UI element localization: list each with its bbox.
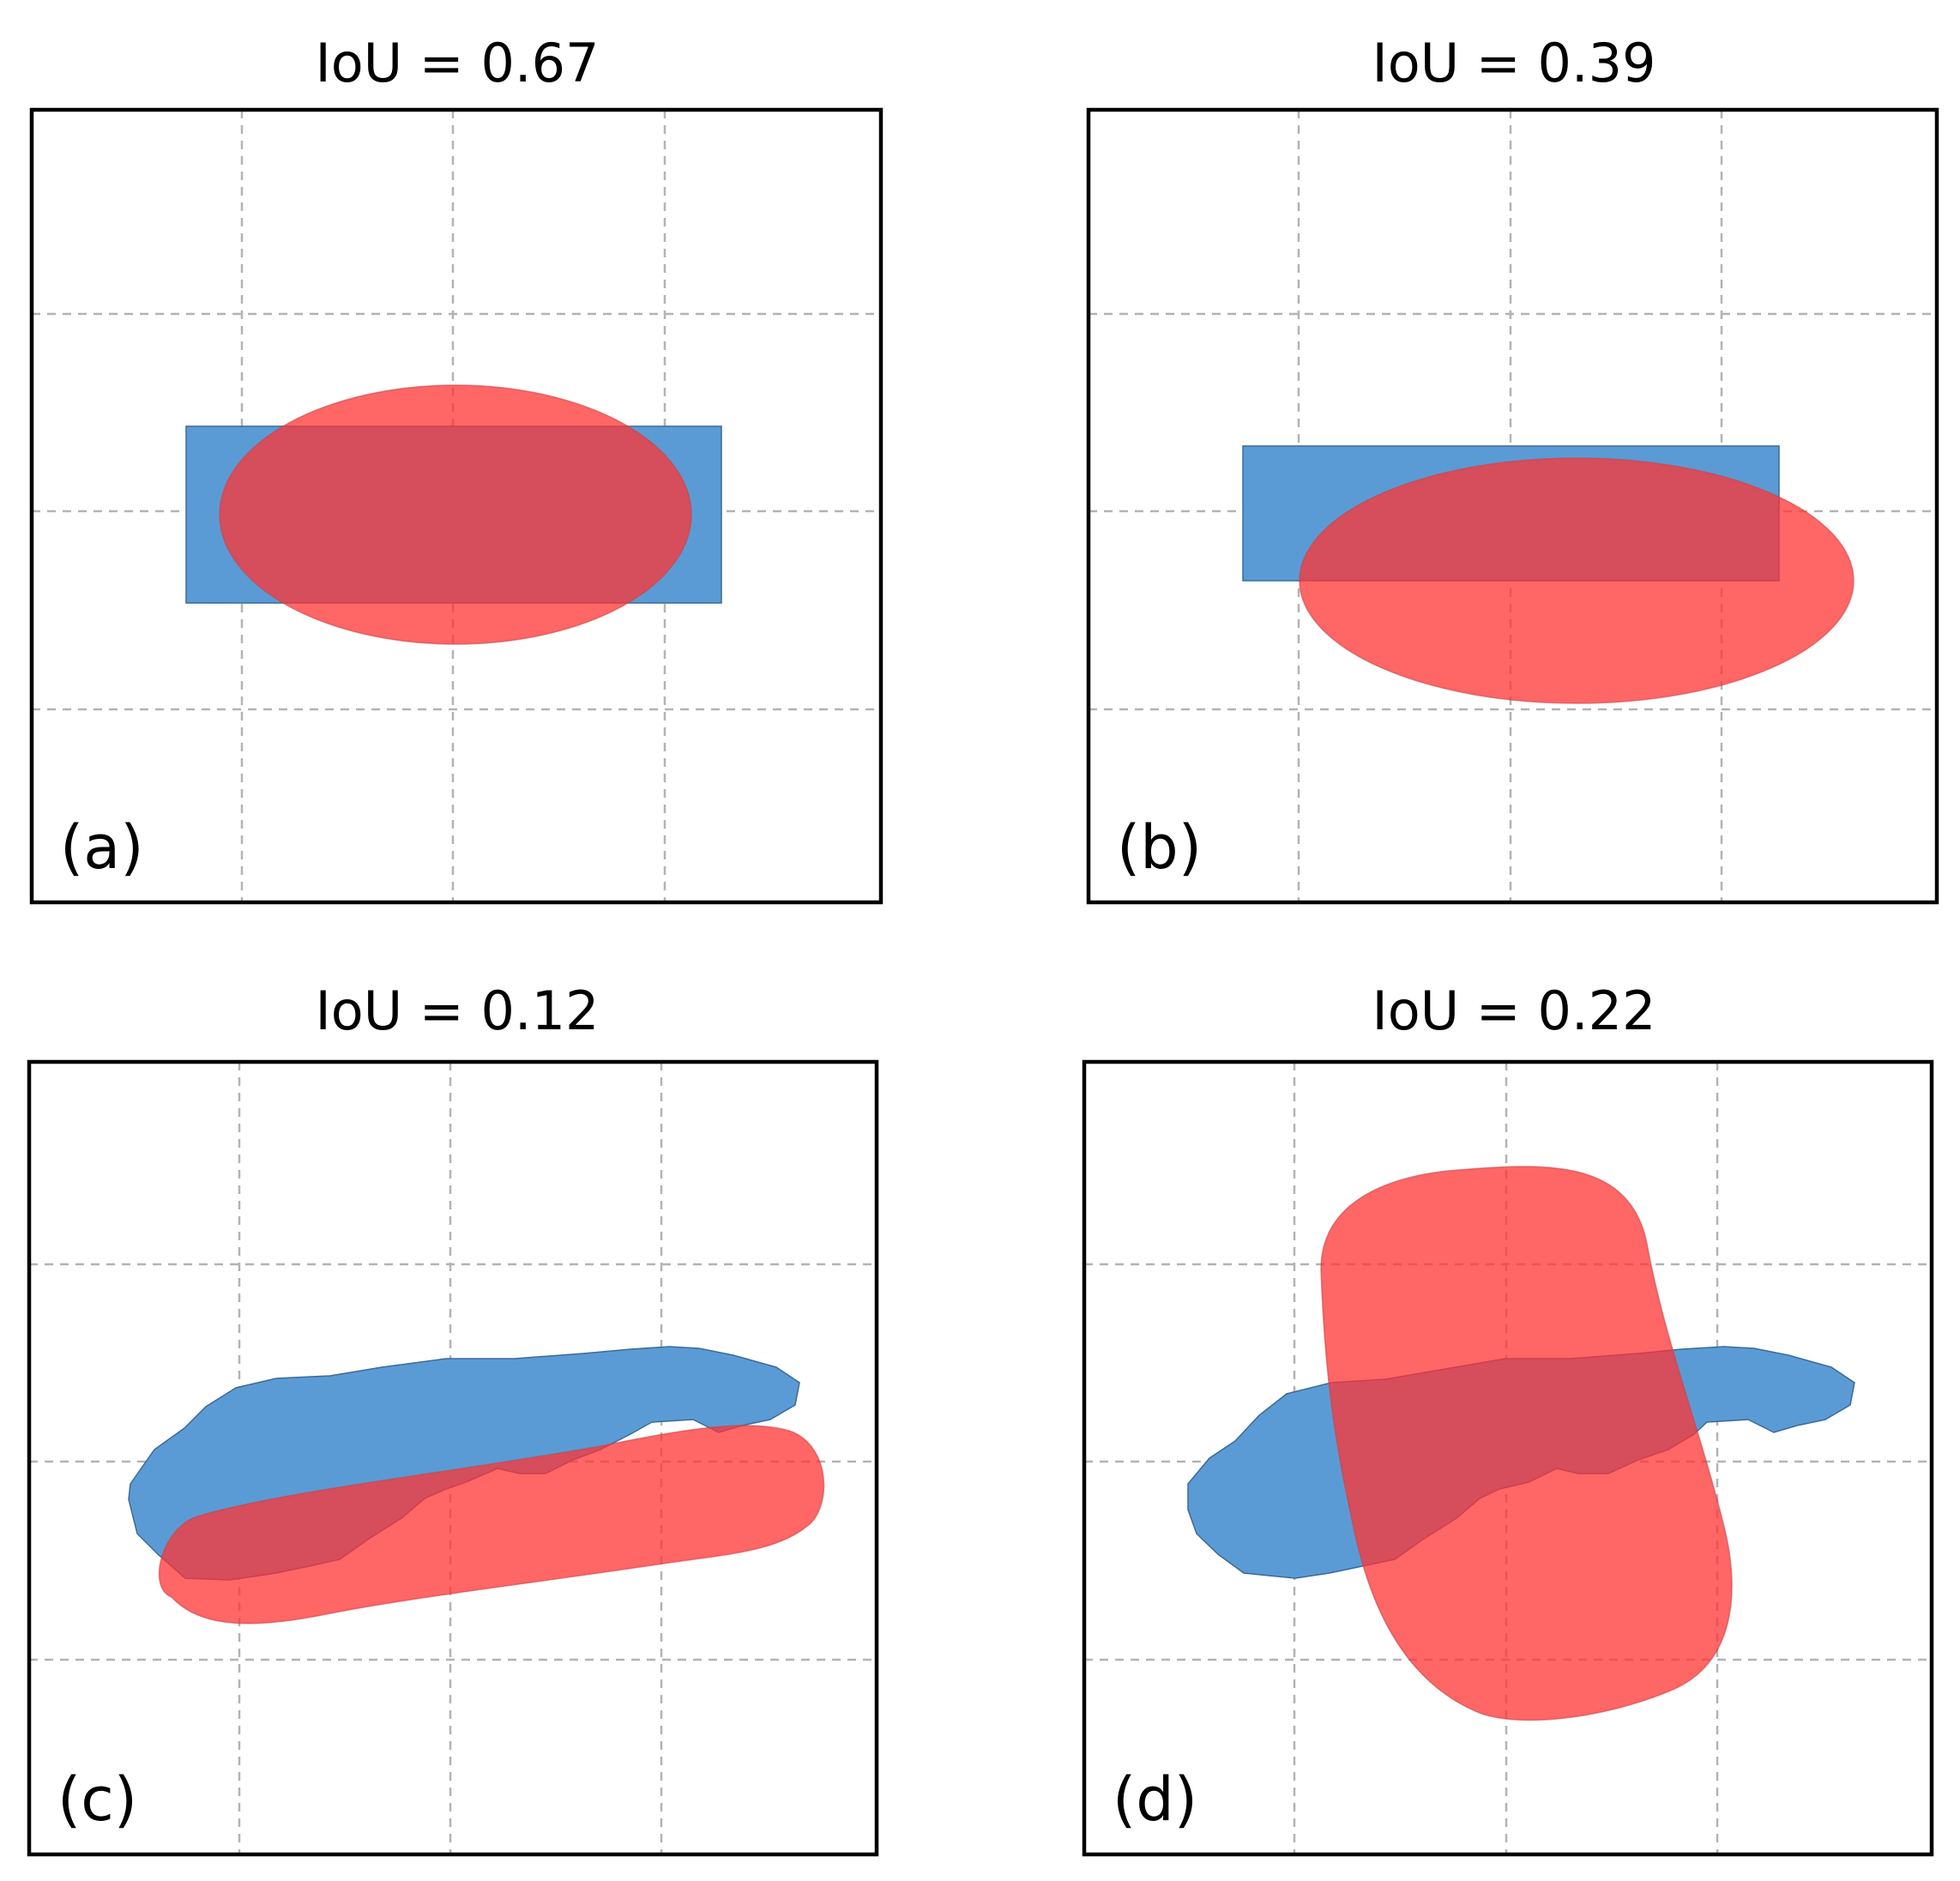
panel-c: IoU = 0.12 (c) (27, 980, 879, 1857)
panel-a-title: IoU = 0.67 (315, 32, 599, 94)
panel-d-label: (d) (1113, 1764, 1197, 1835)
panel-c-red-blob (158, 1425, 825, 1625)
panel-a-label: (a) (60, 812, 144, 883)
panel-b-frame (1086, 107, 1939, 905)
panel-a: IoU = 0.67 (a) (29, 32, 884, 905)
panel-d-red-blob (1320, 1166, 1733, 1721)
panel-d: IoU = 0.22 (d) (1082, 980, 1934, 1857)
panel-d-title: IoU = 0.22 (1372, 980, 1655, 1042)
panel-c-title: IoU = 0.12 (315, 980, 599, 1042)
panel-a-frame (29, 107, 884, 905)
panel-b-red-ellipse (1299, 457, 1854, 704)
panel-b: IoU = 0.39 (b) (1086, 32, 1939, 905)
panel-c-frame (27, 1059, 879, 1857)
panel-d-frame (1082, 1059, 1934, 1857)
panel-c-label: (c) (57, 1764, 137, 1835)
panel-b-title: IoU = 0.39 (1372, 32, 1655, 94)
panel-a-red-ellipse (219, 384, 692, 645)
panel-b-label: (b) (1117, 812, 1202, 883)
